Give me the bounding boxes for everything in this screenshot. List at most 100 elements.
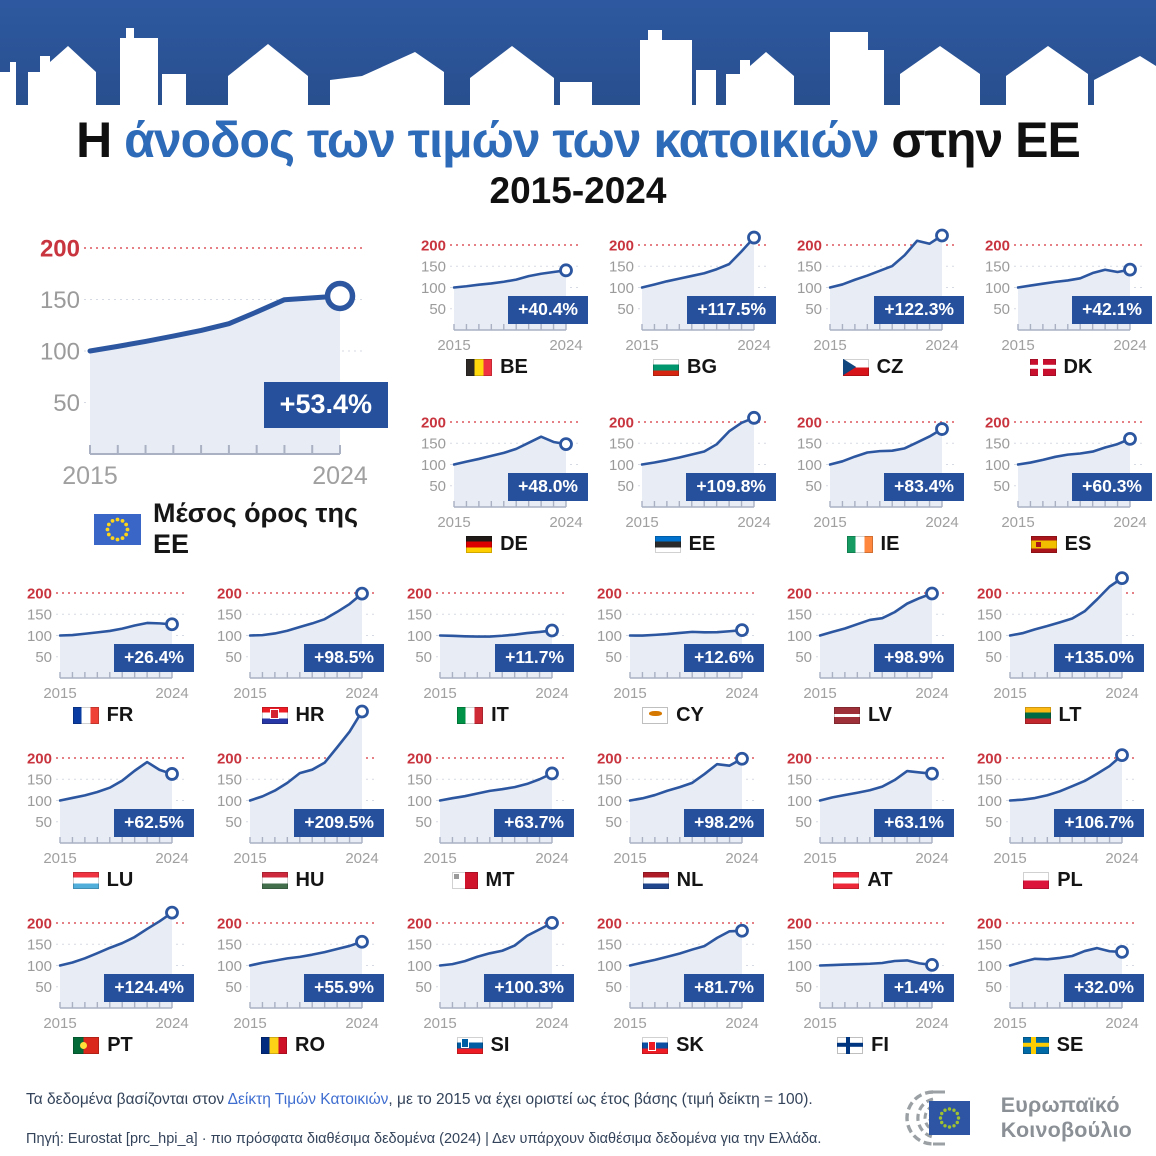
svg-text:2015: 2015 (803, 1015, 836, 1032)
svg-text:2024: 2024 (1105, 685, 1138, 702)
footer-notes: Τα δεδομένα βασίζονται στον Δείκτη Τιμών… (26, 1083, 821, 1147)
flag-sk-icon (642, 1036, 669, 1054)
country-label-lv: LV (772, 703, 954, 727)
svg-text:50: 50 (605, 814, 622, 831)
country-label-mt: MT (392, 868, 574, 892)
flag-ro-icon (261, 1036, 287, 1054)
flag-lv-icon (833, 706, 860, 724)
svg-text:2024: 2024 (725, 850, 758, 867)
flag-it-icon (457, 706, 484, 724)
svg-text:50: 50 (805, 478, 822, 495)
svg-text:2024: 2024 (915, 1015, 948, 1032)
svg-text:150: 150 (27, 607, 52, 624)
svg-text:150: 150 (40, 287, 80, 314)
country-chart-fi: 200 150 100 50 2015 2024 +1.4% FI (772, 904, 954, 1057)
eu-legend-label: Μέσος όρος της ΕΕ (153, 498, 358, 559)
chart-canvas-pt: 200 150 100 50 2015 2024 (27, 905, 189, 1032)
country-chart-mt: 200 150 100 50 2015 2024 +63.7% MT (392, 739, 574, 892)
svg-text:50: 50 (617, 301, 634, 318)
house-price-index-link[interactable]: Δείκτη Τιμών Κατοικιών (227, 1091, 389, 1108)
pct-badge-pl: +106.7% (1054, 809, 1144, 837)
ep-logo-text: Ευρωπαϊκό Κοινοβούλιο (1001, 1093, 1132, 1142)
flag-ee-icon (654, 535, 681, 553)
pct-badge-si: +100.3% (484, 974, 574, 1002)
svg-text:100: 100 (787, 628, 812, 645)
country-label-fi: FI (772, 1033, 954, 1057)
country-code: IT (491, 703, 509, 726)
flag-dk-icon (1029, 358, 1056, 376)
banner-skyline (0, 0, 1156, 105)
svg-text:150: 150 (609, 436, 634, 453)
svg-text:50: 50 (605, 979, 622, 996)
svg-text:2015: 2015 (233, 685, 266, 702)
svg-text:50: 50 (795, 649, 812, 666)
pct-badge-ie: +83.4% (884, 473, 964, 501)
country-label-sk: SK (582, 1033, 764, 1057)
svg-text:50: 50 (429, 478, 446, 495)
svg-text:150: 150 (977, 772, 1002, 789)
country-chart-be: 200 150 100 50 2015 2024 +40.4% BE (406, 226, 588, 383)
country-label-be: BE (406, 355, 588, 379)
svg-text:2015: 2015 (1001, 337, 1034, 354)
flag-hu-icon (261, 871, 288, 889)
chart-canvas-at: 200 150 100 50 2015 2024 (787, 750, 949, 867)
svg-text:150: 150 (27, 937, 52, 954)
svg-text:50: 50 (415, 814, 432, 831)
eu-average-block: 200 150 100 50 2015 2024 +53.4% Μέσος όρος της… (22, 226, 394, 560)
svg-text:150: 150 (421, 259, 446, 276)
country-code: PT (107, 1033, 133, 1056)
svg-text:200: 200 (609, 237, 634, 254)
svg-text:150: 150 (217, 607, 242, 624)
country-code: LU (106, 868, 134, 891)
svg-text:100: 100 (407, 793, 432, 810)
svg-text:2015: 2015 (803, 850, 836, 867)
svg-text:2024: 2024 (1105, 1015, 1138, 1032)
svg-text:2024: 2024 (345, 1015, 378, 1032)
chart-canvas-bg: 200 150 100 50 2015 2024 (609, 230, 771, 354)
european-parliament-logo: Ευρωπαϊκό Κοινοβούλιο (883, 1083, 1132, 1153)
country-chart-at: 200 150 100 50 2015 2024 +63.1% AT (772, 739, 954, 892)
country-label-lu: LU (12, 868, 194, 892)
svg-text:200: 200 (609, 414, 634, 431)
title-suffix: στην ΕΕ (878, 112, 1080, 168)
svg-text:50: 50 (429, 301, 446, 318)
pct-badge-cz: +122.3% (874, 296, 964, 324)
chart-canvas-hr: 200 150 100 50 2015 2024 (217, 585, 379, 702)
country-chart-dk: 200 150 100 50 2015 2024 +42.1% DK (970, 226, 1152, 383)
country-label-pt: PT (12, 1033, 194, 1057)
svg-text:150: 150 (985, 259, 1010, 276)
country-code: BG (687, 355, 717, 378)
svg-text:200: 200 (27, 585, 52, 602)
country-code: PL (1057, 868, 1083, 891)
flag-cz-icon (842, 358, 869, 376)
svg-text:2024: 2024 (155, 850, 188, 867)
country-label-si: SI (392, 1033, 574, 1057)
svg-text:2015: 2015 (43, 685, 76, 702)
country-label-fr: FR (12, 703, 194, 727)
svg-text:50: 50 (53, 390, 80, 417)
pct-badge-hu: +209.5% (294, 809, 384, 837)
svg-text:2024: 2024 (1113, 514, 1146, 531)
country-code: SE (1056, 1033, 1084, 1056)
flag-pt-icon (73, 1036, 100, 1054)
country-label-ie: IE (782, 532, 964, 556)
country-charts-grid-top: 200 150 100 50 2015 2024 +40.4% BE 200 150 100 50 20… (406, 226, 1152, 560)
pct-badge-lv: +98.9% (874, 644, 954, 672)
svg-text:50: 50 (993, 301, 1010, 318)
ep-flag-icon (928, 1101, 970, 1135)
country-code: HU (295, 868, 325, 891)
svg-text:50: 50 (415, 649, 432, 666)
chart-canvas-lt: 200 150 100 50 2015 2024 (977, 571, 1139, 702)
chart-canvas-dk: 200 150 100 50 2015 2024 (985, 237, 1147, 354)
country-chart-lv: 200 150 100 50 2015 2024 +98.9% LV (772, 574, 954, 727)
svg-text:100: 100 (597, 628, 622, 645)
svg-text:100: 100 (597, 958, 622, 975)
svg-text:2024: 2024 (549, 514, 582, 531)
hemicycle-icon (905, 1090, 970, 1146)
svg-text:2015: 2015 (43, 850, 76, 867)
svg-text:2024: 2024 (737, 514, 770, 531)
flag-hr-icon (261, 706, 288, 724)
svg-text:100: 100 (407, 628, 432, 645)
country-chart-sk: 200 150 100 50 2015 2024 +81.7% SK (582, 904, 764, 1057)
flag-ie-icon (846, 535, 873, 553)
